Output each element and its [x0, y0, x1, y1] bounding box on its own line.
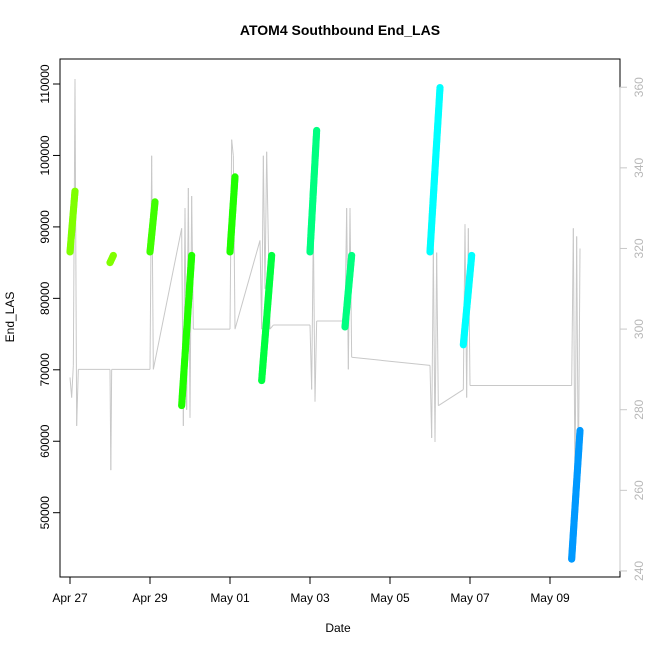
y2-tick-label: 320 [632, 238, 646, 258]
trace-segment [110, 369, 113, 471]
trace-segment [264, 151, 268, 289]
y-tick-label: 100000 [38, 135, 52, 175]
trace-segment [269, 324, 274, 330]
y-tick-label: 70000 [38, 353, 52, 387]
x-tick-label: Apr 27 [52, 591, 88, 605]
trace-segment [234, 240, 261, 330]
x-tick-label: May 09 [530, 591, 570, 605]
data-point [468, 251, 476, 260]
trace-segment [261, 155, 264, 330]
data-point [348, 251, 356, 260]
data-point [576, 426, 584, 435]
y-axis-label: End_LAS [3, 292, 17, 343]
data-point [151, 198, 159, 206]
trace-segment [74, 79, 78, 426]
data-point [71, 187, 79, 195]
y-tick-label: 80000 [38, 281, 52, 315]
trace-segment [431, 248, 434, 438]
x-tick-label: May 03 [290, 591, 330, 605]
trace-segment [76, 369, 79, 426]
trace-segment [314, 321, 318, 402]
secondary-trace-layer [69, 79, 581, 491]
trace-segment [434, 252, 438, 442]
data-point [109, 251, 117, 260]
trace-segment [572, 228, 576, 491]
y2-tick-label: 360 [632, 77, 646, 97]
trace-segment [351, 356, 431, 366]
x-tick-label: May 05 [370, 591, 410, 605]
y2-tick-label: 300 [632, 319, 646, 339]
x-axis: Apr 27 Apr 29 May 01 May 03 May 05 May 07 May … [52, 576, 570, 605]
trace-segment [151, 155, 154, 370]
trace-segment [231, 139, 234, 156]
left-y-axis: 50000 60000 70000 80000 90000 100000 110000 [38, 64, 61, 530]
x-tick-label: Apr 29 [132, 591, 168, 605]
data-point [268, 251, 276, 260]
trace-segment [312, 228, 316, 402]
plot-frame [59, 58, 621, 578]
x-tick-label: May 01 [210, 591, 250, 605]
y-tick-label: 60000 [38, 424, 52, 458]
x-axis-label: Date [325, 621, 351, 635]
trace-segment [152, 228, 183, 370]
trace-segment [432, 248, 436, 442]
data-point [436, 83, 444, 92]
data-point [188, 251, 196, 260]
y-tick-label: 50000 [38, 496, 52, 530]
y2-tick-label: 340 [632, 158, 646, 178]
y-tick-label: 110000 [38, 64, 52, 103]
y-tick-label: 90000 [38, 210, 52, 244]
chart-title: ATOM4 Southbound End_LAS [240, 22, 440, 38]
points-layer [66, 83, 584, 563]
trace-segment [71, 365, 74, 398]
trace-segment [149, 155, 153, 370]
trace-segment [438, 389, 464, 407]
y2-tick-label: 260 [632, 480, 646, 500]
y2-tick-label: 240 [632, 561, 646, 581]
trace-segment [262, 155, 266, 289]
data-point [313, 126, 321, 135]
x-tick-label: May 07 [450, 591, 490, 605]
trace-segment [436, 252, 439, 406]
trace-segment [311, 228, 314, 390]
data-point [231, 173, 239, 181]
y2-tick-label: 280 [632, 399, 646, 419]
right-y-axis: 240 260 280 300 320 340 360 [619, 77, 646, 581]
